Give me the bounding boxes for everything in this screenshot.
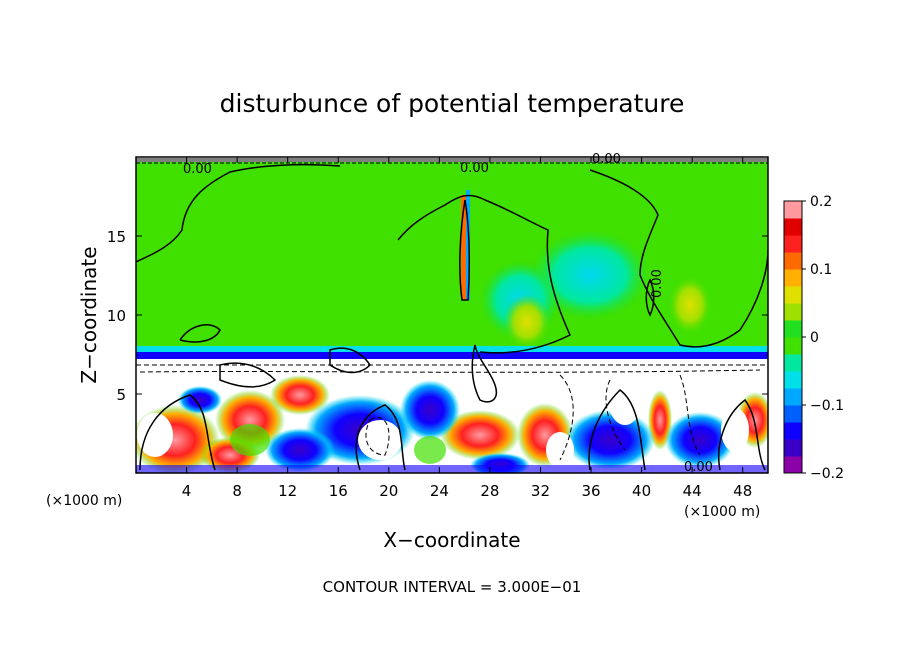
contour-lower-4 (718, 398, 766, 471)
colorbar-ticks: 0.2 0.1 0 −0.1 −0.2 (802, 194, 844, 482)
y-axis-label: Z−coordinate (77, 246, 101, 383)
colorbar-swatch (784, 405, 802, 423)
x-tick-label: 48 (733, 482, 752, 500)
x-axis-ticks: 4 8 12 16 20 24 28 32 36 40 44 48 (182, 157, 752, 500)
colorbar-swatch (784, 422, 802, 440)
colorbar-tick-label: 0.1 (810, 262, 832, 278)
x-tick-label: 8 (232, 482, 242, 500)
colorbar-swatch (784, 269, 802, 287)
field-blue-blob (665, 412, 735, 468)
field-cyan-plume (530, 230, 650, 320)
x-tick-label: 24 (430, 482, 449, 500)
colorbar-tick-label: 0 (810, 330, 819, 346)
contour-lines-dashed (136, 364, 768, 461)
x-tick-label: 28 (480, 482, 499, 500)
field-white-blob (358, 420, 402, 460)
colorbar-tick-label: 0.2 (810, 194, 832, 210)
colorbar-swatch (784, 303, 802, 321)
field-tropopause-band (136, 352, 768, 359)
contour-lower-2 (355, 404, 406, 471)
contour-lines (136, 163, 768, 471)
chart-title: disturbunce of potential temperature (220, 89, 685, 118)
contour-labels: 0.00 0.00 0.00 0.00 0.00 (183, 152, 713, 475)
contour-zero-right (589, 169, 768, 348)
field-blue-blob (400, 380, 460, 440)
x-unit-left: (×1000 m) (46, 493, 122, 509)
field-green-blob (230, 424, 270, 456)
colorbar-swatch (784, 456, 802, 474)
contour-lines-top (136, 158, 768, 164)
colorbar-tick-label: −0.2 (810, 466, 844, 482)
field-red-blob (440, 410, 520, 460)
contour-zero-center (397, 194, 571, 354)
field-blue-blob (565, 410, 655, 470)
field-vertical-plume (461, 195, 466, 300)
field-blue-blob (178, 386, 222, 414)
colorbar-swatch (784, 354, 802, 372)
colorbar-swatch (784, 439, 802, 457)
x-tick-label: 36 (581, 482, 600, 500)
colorbar-swatch (784, 235, 802, 253)
contour-label: 0.00 (183, 162, 212, 177)
field-white-blob (137, 413, 173, 457)
contour-interval-note: CONTOUR INTERVAL = 3.000E−01 (323, 578, 582, 596)
field-white-blob (721, 408, 749, 452)
contour-dashed (365, 417, 390, 456)
field-white-blob (546, 432, 574, 468)
contour-cluster (219, 362, 277, 388)
y-tick-label: 10 (107, 307, 126, 325)
contour-dashed (605, 379, 626, 451)
field-yellow-plume (668, 275, 712, 335)
colorbar-swatch (784, 201, 802, 219)
field-vertical-plume (466, 190, 470, 300)
field-red-blob (270, 375, 330, 415)
colorbar-swatch (784, 388, 802, 406)
colorbar-swatch (784, 371, 802, 389)
contour-lower-1 (139, 394, 216, 471)
field-green-blob (414, 436, 446, 464)
x-tick-label: 40 (632, 482, 651, 500)
colorbar-swatch (784, 320, 802, 338)
contour-dashed (559, 374, 574, 461)
colorbar-swatch (784, 337, 802, 355)
y-tick-label: 5 (116, 386, 126, 404)
x-tick-label: 20 (379, 482, 398, 500)
field-blue-blob (265, 428, 335, 472)
contour-zero-left (136, 163, 341, 263)
x-tick-label: 32 (531, 482, 550, 500)
contour-zero-leftlow (179, 324, 221, 343)
field-yellow-plume (503, 294, 551, 350)
contour-dashed (679, 374, 701, 456)
x-tick-label: 16 (329, 482, 348, 500)
colorbar-swatch (784, 252, 802, 270)
contour-dashed (139, 369, 761, 373)
contour-label: 0.00 (684, 460, 713, 475)
x-tick-label: 44 (683, 482, 702, 500)
colorbar-tick-label: −0.1 (810, 398, 844, 414)
x-tick-label: 4 (182, 482, 192, 500)
y-axis-ticks: 5 10 15 (107, 228, 768, 404)
contour-cluster (645, 278, 655, 317)
field-bottom-band (136, 465, 768, 473)
x-tick-label: 12 (278, 482, 297, 500)
colorbar-swatch (784, 286, 802, 304)
contour-label: 0.00 (650, 269, 665, 298)
heatmap-field (136, 157, 768, 473)
contour-label: 0.00 (460, 161, 489, 176)
x-axis-label: X−coordinate (383, 528, 520, 552)
x-unit-right: (×1000 m) (684, 504, 760, 520)
contour-label: 0.00 (592, 152, 621, 167)
contour-plume (459, 199, 470, 301)
colorbar-swatch (784, 218, 802, 236)
colorbar (784, 201, 802, 474)
y-tick-label: 15 (107, 228, 126, 246)
contour-lower-3 (588, 389, 646, 471)
field-tropopause-band (136, 346, 768, 352)
